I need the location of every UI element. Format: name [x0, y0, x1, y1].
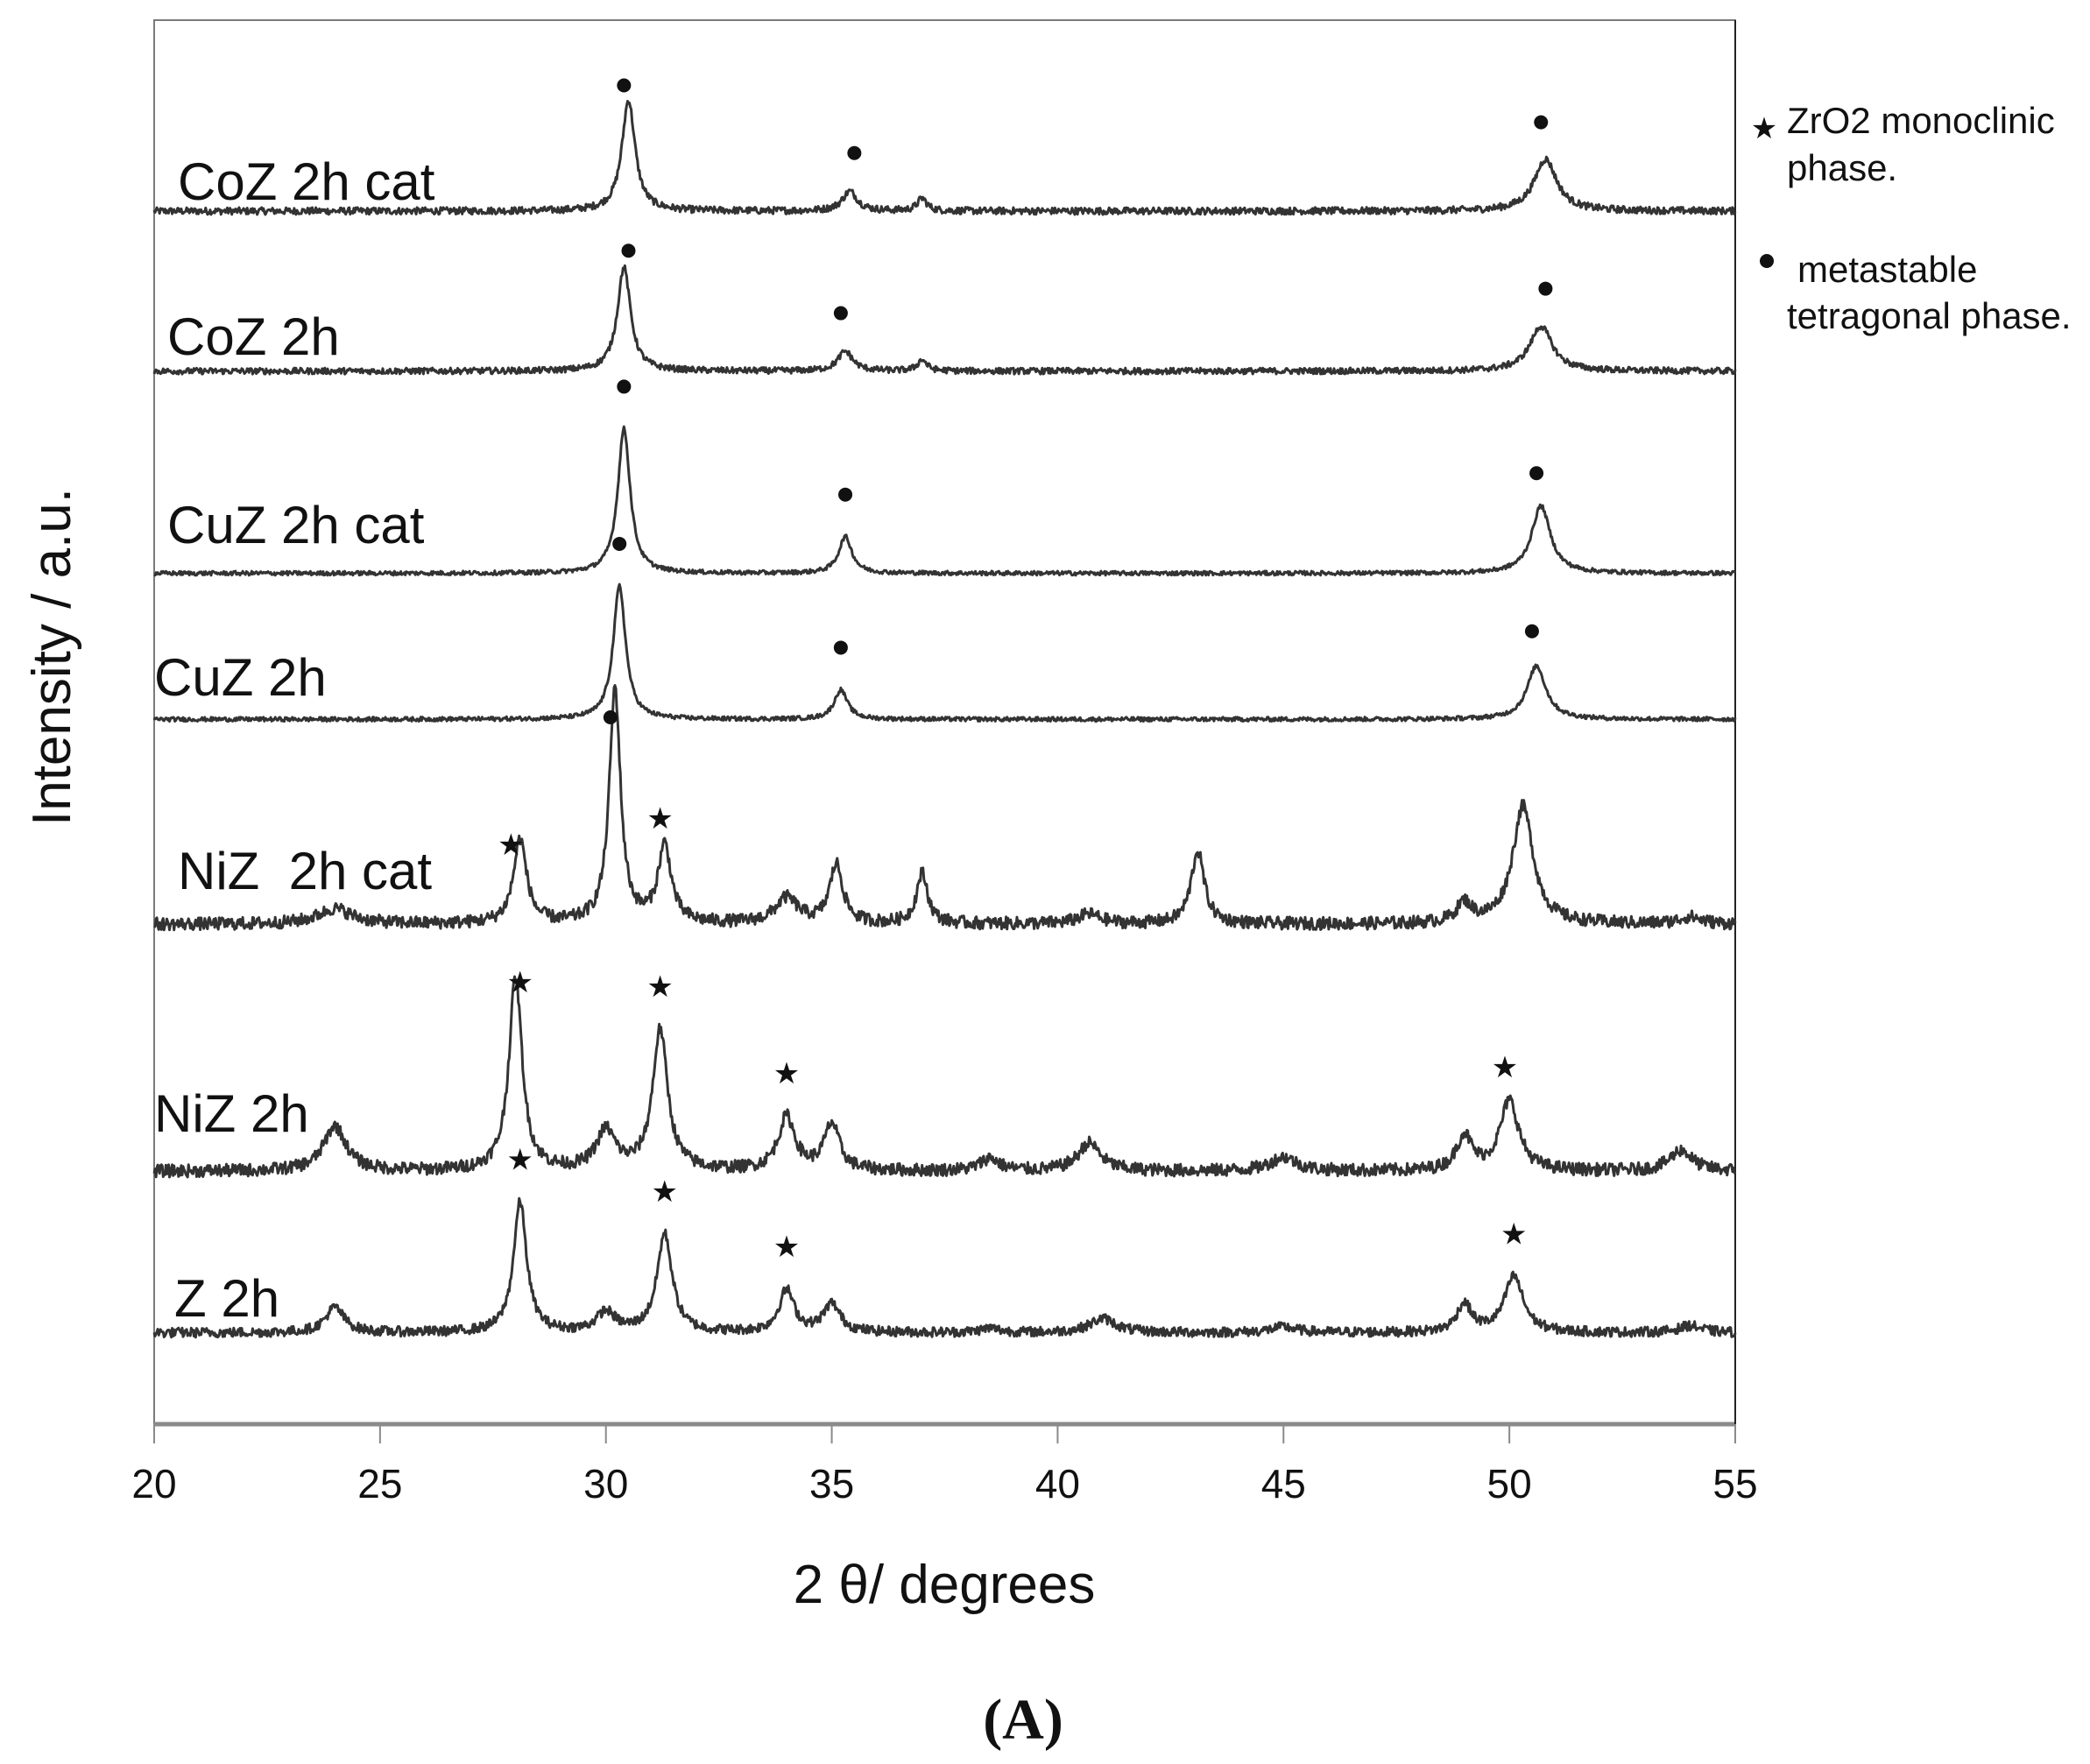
monoclinic-star-marker: ★: [773, 1231, 800, 1264]
x-tick-label: 50: [1487, 1461, 1532, 1506]
series-line: [152, 975, 1737, 1179]
series-line: [152, 582, 1737, 723]
tetragonal-dot-marker: [833, 640, 848, 655]
monoclinic-star-marker: ★: [646, 803, 673, 836]
monoclinic-star-marker: ★: [652, 1176, 678, 1209]
tetragonal-dot-marker: [1538, 281, 1553, 296]
monoclinic-star-marker: ★: [773, 1058, 800, 1090]
series-group: [152, 100, 1737, 1339]
x-axis-title: 2 θ/ degrees: [794, 1555, 1096, 1615]
monoclinic-star-marker: ★: [1492, 1052, 1518, 1084]
monoclinic-star-marker: ★: [498, 829, 524, 862]
tetragonal-dot-marker: [612, 536, 627, 551]
legend-entry-tetragonal-line1: metastable: [1797, 249, 1977, 290]
panel-label: (A): [983, 1688, 1063, 1752]
legend-entry-tetragonal-line2: tetragonal phase.: [1787, 295, 2072, 336]
phase-markers: ★ ★ ★ ★ ★ ★ ★ ★ ★ ★: [498, 78, 1553, 1264]
x-tick-label: 45: [1261, 1461, 1306, 1506]
tetragonal-dot-marker: [617, 78, 632, 93]
x-ticks: 20 25 30 35 40 45 50 55: [131, 1424, 1758, 1506]
x-tick-label: 25: [357, 1461, 402, 1506]
x-tick-label: 40: [1035, 1461, 1080, 1506]
tetragonal-dot-marker: [621, 243, 636, 258]
tetragonal-dot-marker: [617, 379, 632, 394]
series-line: [152, 1196, 1737, 1339]
tetragonal-dot-marker: [847, 145, 862, 160]
tetragonal-dot-marker: [1534, 115, 1549, 130]
star-icon: ★: [1751, 113, 1777, 145]
monoclinic-star-marker: ★: [506, 1145, 533, 1177]
monoclinic-star-marker: ★: [1500, 1219, 1527, 1252]
x-tick-label: 55: [1712, 1461, 1757, 1506]
series-label: NiZ 2h cat: [178, 842, 432, 900]
series-label: NiZ 2h: [154, 1084, 309, 1143]
series-line: [152, 100, 1737, 216]
series-label: CuZ 2h: [154, 648, 327, 707]
dot-icon: [1760, 254, 1774, 268]
series-line: [153, 425, 1737, 577]
legend-entry-monoclinic-line2: phase.: [1787, 147, 1897, 188]
series-labels: CoZ 2h cat CoZ 2h CuZ 2h cat CuZ 2h NiZ 2h c…: [154, 152, 435, 1328]
series-label: CoZ 2h: [167, 307, 340, 366]
legend-entry-monoclinic-line1: ZrO2 monoclinic: [1787, 100, 2055, 141]
series-label: CuZ 2h cat: [167, 496, 425, 554]
tetragonal-dot-marker: [838, 487, 853, 502]
monoclinic-star-marker: ★: [646, 971, 673, 1004]
x-tick-label: 20: [131, 1461, 176, 1506]
tetragonal-dot-marker: [1529, 466, 1544, 481]
x-tick-label: 35: [809, 1461, 854, 1506]
x-tick-label: 30: [583, 1461, 628, 1506]
series-line: [153, 684, 1737, 932]
legend: ★ ZrO2 monoclinic phase. metastable tetr…: [1751, 100, 2072, 336]
monoclinic-star-marker: ★: [506, 967, 533, 999]
tetragonal-dot-marker: [833, 306, 848, 321]
y-axis-title: Intensity / a.u.: [22, 488, 82, 826]
series-label: Z 2h: [174, 1269, 279, 1328]
series-line: [152, 264, 1737, 376]
tetragonal-dot-marker: [1524, 624, 1539, 639]
tetragonal-dot-marker: [603, 710, 618, 725]
series-label: CoZ 2h cat: [178, 152, 435, 211]
